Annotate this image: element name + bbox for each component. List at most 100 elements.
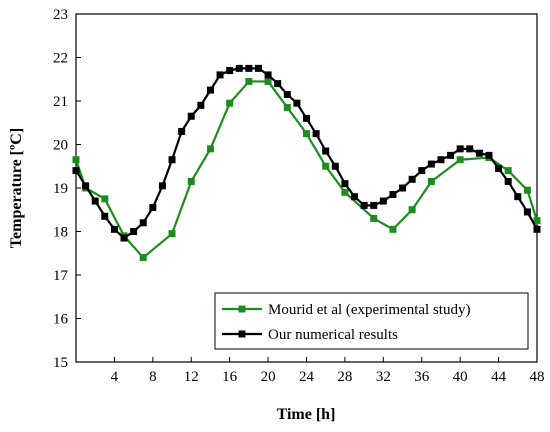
y-tick-label: 16 (53, 312, 69, 328)
data-point (101, 195, 109, 203)
data-point (187, 177, 195, 185)
legend-label-2: Our numerical results (268, 327, 398, 343)
data-point (351, 193, 359, 201)
data-point (226, 67, 234, 75)
data-point (504, 177, 512, 185)
data-point (72, 156, 80, 164)
data-point (456, 145, 464, 153)
data-point (101, 212, 109, 220)
data-point (399, 184, 407, 192)
data-point (226, 99, 234, 107)
data-point (283, 104, 291, 112)
data-point (216, 71, 224, 79)
legend-box (214, 292, 529, 350)
data-point (408, 175, 416, 183)
data-point (370, 201, 378, 209)
x-tick-label: 28 (337, 369, 352, 385)
data-point (120, 234, 128, 242)
data-point (72, 167, 80, 175)
data-point (437, 156, 445, 164)
data-point (389, 225, 397, 233)
data-point (504, 167, 512, 175)
x-tick-label: 20 (261, 369, 276, 385)
data-point (197, 101, 205, 109)
data-point (139, 254, 147, 262)
y-tick-label: 18 (53, 225, 68, 241)
data-point (447, 151, 455, 159)
legend-marker-2 (238, 330, 246, 338)
data-point (523, 208, 531, 216)
data-point (322, 162, 330, 170)
legend-label-1: Mourid et al (experimental study) (268, 302, 470, 318)
data-point (456, 156, 464, 164)
data-point (245, 64, 253, 72)
data-point (235, 64, 243, 72)
data-point (245, 77, 253, 85)
y-tick-label: 23 (53, 7, 68, 23)
data-point (533, 225, 541, 233)
data-point (283, 90, 291, 98)
legend: Mourid et al (experimental study) Our num… (214, 292, 529, 350)
y-tick-label: 17 (53, 268, 69, 284)
data-point (206, 86, 214, 94)
data-point (312, 130, 320, 138)
x-tick-label: 4 (111, 369, 119, 385)
data-point (303, 114, 310, 122)
data-point (427, 177, 435, 185)
x-tick-label: 8 (149, 369, 157, 385)
data-point (360, 201, 368, 209)
x-tick-label: 36 (414, 369, 430, 385)
series-line-1 (74, 80, 539, 259)
series-line-2 (75, 67, 538, 240)
x-axis-title: Time [h] (277, 406, 336, 423)
data-point (293, 99, 301, 107)
y-tick-label: 22 (53, 51, 68, 67)
data-point (274, 80, 282, 88)
data-point (168, 230, 176, 238)
data-point (206, 145, 214, 153)
data-point (149, 204, 157, 212)
x-tick-label: 40 (453, 369, 468, 385)
data-point (389, 191, 397, 199)
data-point (475, 149, 483, 157)
y-tick-label: 15 (53, 355, 68, 371)
y-tick-label: 19 (53, 181, 68, 197)
x-tick-label: 48 (530, 369, 545, 385)
x-tick-label: 44 (491, 369, 507, 385)
legend-marker-1 (238, 305, 246, 313)
data-point (370, 214, 378, 222)
data-point (130, 228, 138, 235)
data-point (379, 197, 387, 205)
data-point (264, 71, 272, 79)
data-point (264, 77, 272, 85)
data-point (303, 130, 310, 138)
data-point (495, 164, 503, 172)
x-tick-label: 24 (299, 369, 315, 385)
x-tick-label: 32 (376, 369, 391, 385)
data-point (254, 64, 262, 72)
data-point (514, 193, 522, 201)
data-point (341, 188, 349, 196)
data-point (110, 225, 118, 233)
data-point (418, 167, 426, 175)
data-point (91, 197, 99, 205)
data-point (82, 182, 90, 190)
series-layer (72, 64, 541, 262)
data-point (139, 219, 147, 227)
data-point (322, 147, 330, 155)
data-point (466, 145, 474, 153)
data-point (178, 127, 186, 135)
data-point (427, 160, 435, 168)
data-point (331, 162, 339, 170)
data-point (533, 217, 541, 225)
data-point (523, 186, 531, 194)
data-point (408, 206, 416, 214)
data-point (341, 180, 349, 188)
x-tick-label: 16 (222, 369, 238, 385)
data-point (168, 156, 176, 164)
data-point (485, 151, 493, 159)
y-axis-title: Temperature [ºC] (8, 128, 25, 248)
data-point (158, 182, 166, 190)
